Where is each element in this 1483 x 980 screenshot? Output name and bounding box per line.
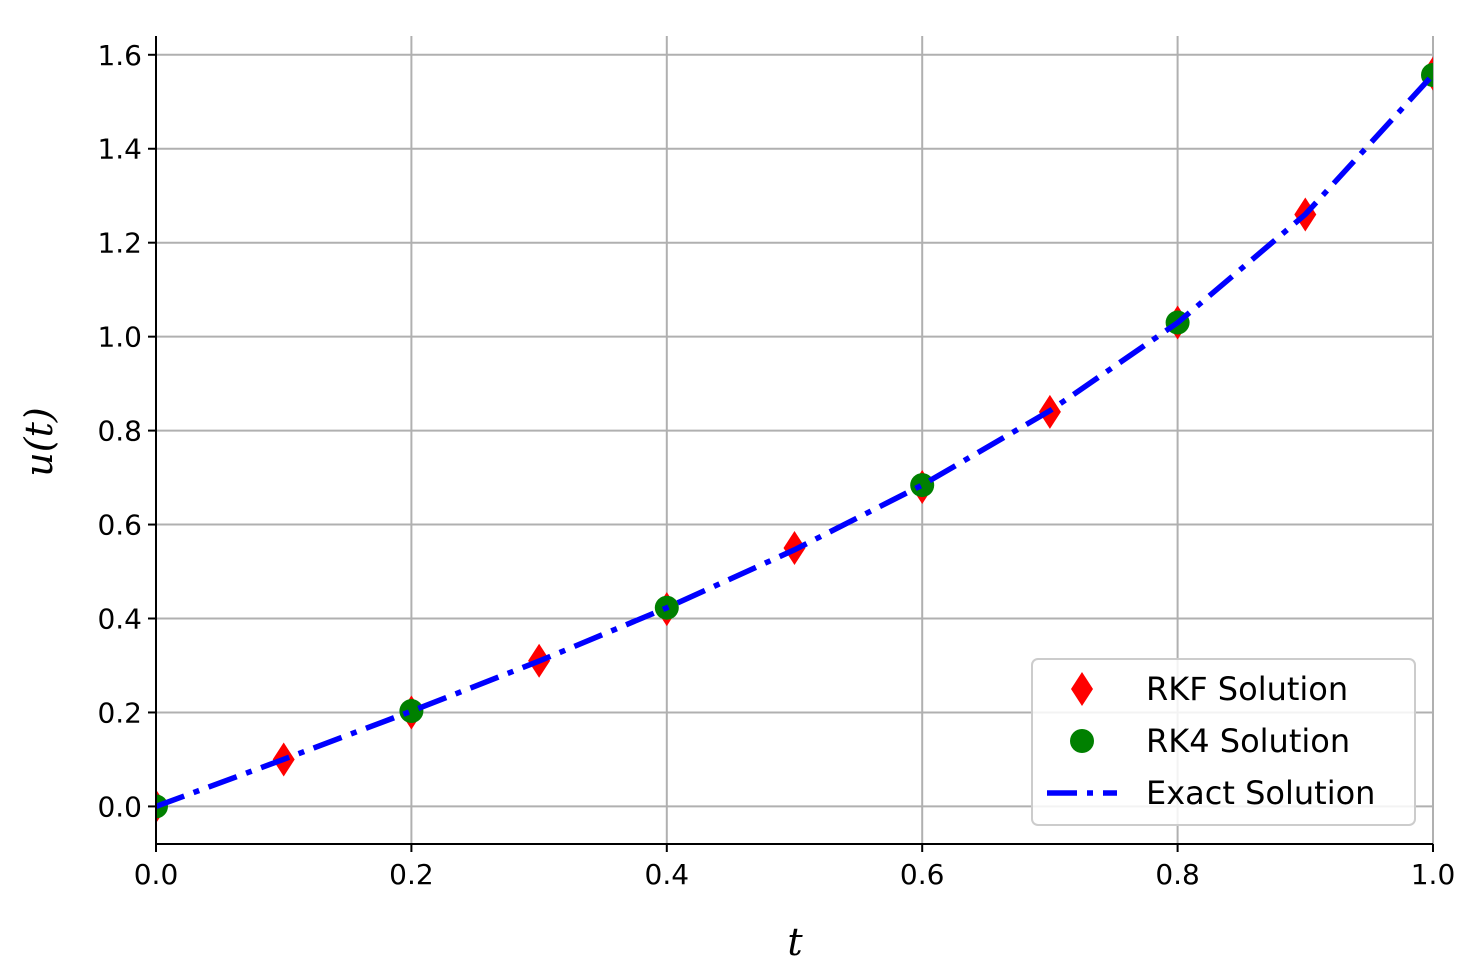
y-tick-label: 1.4 (97, 133, 142, 166)
tick-labels: 0.0 0.2 0.4 0.6 0.8 1.0 0.0 0.2 0.4 0.6 0.8 1.0 1.2 1… (97, 39, 1455, 891)
rk4-point (910, 473, 935, 498)
legend-label: RKF Solution (1146, 670, 1348, 708)
y-tick-label: 0.0 (97, 790, 142, 823)
axes (148, 36, 1434, 852)
plot-area (156, 56, 1433, 824)
rk4-point (399, 699, 424, 724)
x-tick-label: 0.6 (900, 858, 945, 891)
x-axis-label: t (787, 920, 803, 964)
grid-lines (155, 36, 1434, 844)
y-tick-label: 0.6 (97, 509, 142, 542)
x-tick-label: 0.0 (134, 858, 179, 891)
y-tick-label: 1.6 (97, 39, 142, 72)
x-tick-label: 0.2 (389, 858, 434, 891)
exact-solution-line (156, 72, 1433, 809)
x-tick-label: 0.4 (645, 858, 690, 891)
legend-label: Exact Solution (1146, 774, 1375, 812)
legend-rkf-marker (1071, 672, 1093, 706)
legend-label: RK4 Solution (1146, 722, 1350, 760)
x-tick-label: 0.8 (1155, 858, 1200, 891)
y-tick-label: 1.2 (97, 227, 142, 260)
legend-box (1031, 658, 1416, 826)
y-tick-label: 0.8 (97, 415, 142, 448)
y-tick-label: 1.0 (97, 321, 142, 354)
legend: RKF Solution RK4 Solution Exact Solution (1031, 658, 1416, 826)
legend-rk4-marker (1070, 729, 1094, 753)
y-tick-label: 0.4 (97, 603, 142, 636)
x-tick-label: 1.0 (1411, 858, 1456, 891)
y-tick-label: 0.2 (97, 696, 142, 729)
y-axis-label: u(t) (17, 407, 61, 476)
